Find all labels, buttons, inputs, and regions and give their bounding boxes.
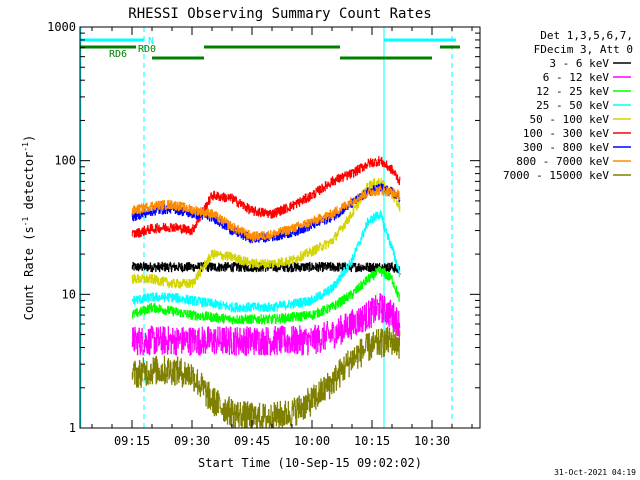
y-label-part: detector [22, 152, 36, 217]
chart-title: RHESSI Observing Summary Count Rates [128, 6, 431, 22]
y-label-part: ) [22, 135, 36, 142]
legend-entry-label: 7000 - 15000 keV [503, 169, 609, 182]
legend-entry-label: 6 - 12 keV [543, 71, 610, 84]
legend-entry-label: 12 - 25 keV [536, 85, 609, 98]
series-line-50-100-kev [131, 177, 401, 289]
x-tick-label: 09:15 [114, 434, 150, 448]
timestamp-footer: 31-Oct-2021 04:19 [554, 468, 636, 477]
data-series-group [131, 156, 401, 429]
state-bar-label: RD0 [138, 44, 156, 55]
legend-entry-label: 50 - 100 keV [530, 113, 610, 126]
x-axis-label: Start Time (10-Sep-15 09:02:02) [198, 456, 422, 470]
y-tick-label: 100 [54, 154, 76, 168]
x-tick-label: 09:30 [174, 434, 210, 448]
y-tick-label: 1 [69, 421, 76, 435]
series-line-25-50-kev [131, 210, 401, 313]
series-line-6-12-kev [131, 293, 401, 356]
y-axis-ticks: 1 10 100 1000 [47, 20, 480, 435]
y-tick-label: 1000 [47, 20, 76, 34]
plot-frame [79, 26, 481, 429]
legend-header-line: Det 1,3,5,6,7, [540, 29, 633, 42]
y-tick-label: 10 [62, 287, 76, 301]
state-bar-label: RD6 [109, 49, 127, 60]
legend-entry-label: 25 - 50 keV [536, 99, 609, 112]
x-tick-label: 09:45 [234, 434, 270, 448]
y-axis-label: Count Rate (s-1 detector-1) [21, 135, 36, 320]
x-tick-label: 10:15 [354, 434, 390, 448]
x-axis-ticks: 09:15 09:30 09:45 10:00 10:15 10:30 [91, 27, 473, 448]
state-bar-label: N [148, 36, 154, 47]
legend-entry-label: 800 - 7000 keV [516, 155, 609, 168]
y-label-sup: -1 [21, 216, 30, 226]
series-line-800-7000-kev [131, 185, 401, 242]
y-label-sup: -1 [21, 142, 30, 152]
x-tick-label: 10:00 [294, 434, 330, 448]
y-label-part: Count Rate (s [22, 226, 36, 320]
legend-entry-label: 3 - 6 keV [549, 57, 609, 70]
x-tick-label: 10:30 [414, 434, 450, 448]
legend-entry-label: 300 - 800 keV [523, 141, 609, 154]
series-line-12-25-kev [131, 266, 400, 325]
legend-entry-label: 100 - 300 keV [523, 127, 609, 140]
series-line-100-300-kev [131, 156, 401, 238]
legend: Det 1,3,5,6,7, FDecim 3, Att 0 3 - 6 keV… [503, 29, 633, 182]
legend-header-line: FDecim 3, Att 0 [534, 43, 633, 56]
